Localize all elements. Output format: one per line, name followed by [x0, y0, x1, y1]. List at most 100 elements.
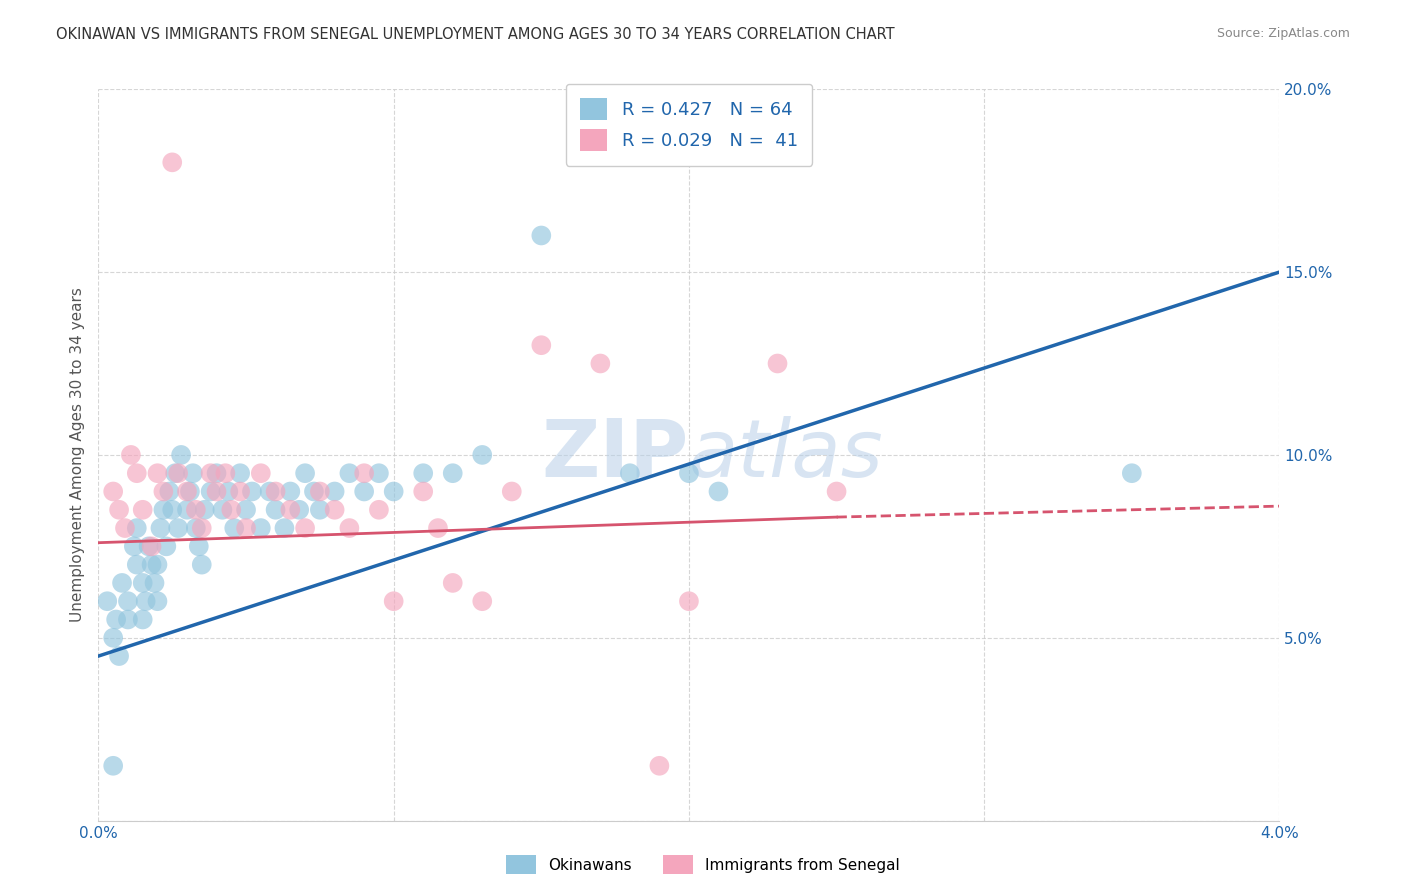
Point — [309, 484, 332, 499]
Point — [323, 503, 346, 517]
Point — [141, 558, 163, 572]
Text: OKINAWAN VS IMMIGRANTS FROM SENEGAL UNEMPLOYMENT AMONG AGES 30 TO 34 YEARS CORRE: OKINAWAN VS IMMIGRANTS FROM SENEGAL UNEM… — [56, 27, 894, 42]
Text: Source: ZipAtlas.com: Source: ZipAtlas.com — [1216, 27, 1350, 40]
Point — [229, 484, 252, 499]
Point — [141, 539, 163, 553]
Point — [162, 503, 183, 517]
Point — [152, 484, 174, 499]
Point — [288, 503, 311, 517]
Point — [353, 466, 375, 480]
Legend: Okinawans, Immigrants from Senegal: Okinawans, Immigrants from Senegal — [499, 849, 907, 880]
Point — [678, 466, 700, 480]
Point — [368, 466, 391, 480]
Point — [114, 521, 136, 535]
Point — [240, 484, 263, 499]
Point — [273, 521, 295, 535]
Point — [181, 466, 204, 480]
Point — [132, 613, 155, 627]
Point — [264, 484, 287, 499]
Point — [108, 503, 131, 517]
Point — [184, 521, 207, 535]
Point — [339, 521, 361, 535]
Point — [339, 466, 361, 480]
Point — [132, 576, 155, 591]
Point — [501, 484, 523, 499]
Point — [766, 356, 789, 371]
Point — [205, 466, 228, 480]
Point — [368, 503, 391, 517]
Point — [103, 631, 125, 645]
Point — [471, 594, 494, 608]
Point — [309, 503, 332, 517]
Point — [250, 466, 273, 480]
Point — [530, 228, 553, 243]
Point — [323, 484, 346, 499]
Point — [103, 758, 125, 772]
Point — [200, 466, 222, 480]
Point — [1121, 466, 1143, 480]
Point — [302, 484, 325, 499]
Point — [382, 484, 405, 499]
Point — [259, 484, 281, 499]
Point — [125, 521, 148, 535]
Point — [294, 466, 316, 480]
Point — [155, 539, 177, 553]
Point — [146, 558, 169, 572]
Point — [412, 484, 434, 499]
Point — [229, 466, 252, 480]
Point — [125, 466, 148, 480]
Point — [353, 484, 375, 499]
Point — [678, 594, 700, 608]
Point — [707, 484, 730, 499]
Point — [441, 576, 464, 591]
Point — [111, 576, 134, 591]
Point — [125, 558, 148, 572]
Point — [187, 539, 209, 553]
Point — [108, 649, 131, 664]
Point — [250, 521, 273, 535]
Point — [619, 466, 641, 480]
Point — [132, 503, 155, 517]
Text: ZIP: ZIP — [541, 416, 689, 494]
Point — [167, 466, 190, 480]
Point — [530, 338, 553, 352]
Text: atlas: atlas — [689, 416, 884, 494]
Point — [157, 484, 180, 499]
Point — [146, 466, 169, 480]
Point — [170, 448, 193, 462]
Point — [138, 539, 160, 553]
Point — [224, 521, 246, 535]
Point — [105, 613, 128, 627]
Point — [167, 521, 190, 535]
Point — [165, 466, 187, 480]
Point — [205, 484, 228, 499]
Point — [280, 484, 302, 499]
Point — [211, 503, 233, 517]
Point — [122, 539, 145, 553]
Point — [117, 613, 139, 627]
Point — [146, 594, 169, 608]
Point — [382, 594, 405, 608]
Y-axis label: Unemployment Among Ages 30 to 34 years: Unemployment Among Ages 30 to 34 years — [69, 287, 84, 623]
Point — [194, 503, 217, 517]
Point — [117, 594, 139, 608]
Point — [176, 484, 198, 499]
Point — [294, 521, 316, 535]
Point — [427, 521, 450, 535]
Point — [149, 521, 172, 535]
Point — [103, 484, 125, 499]
Point — [471, 448, 494, 462]
Point — [120, 448, 142, 462]
Point — [191, 521, 214, 535]
Point — [825, 484, 848, 499]
Point — [143, 576, 166, 591]
Point — [135, 594, 157, 608]
Point — [184, 503, 207, 517]
Point — [441, 466, 464, 480]
Point — [235, 503, 257, 517]
Point — [235, 521, 257, 535]
Point — [152, 503, 174, 517]
Point — [280, 503, 302, 517]
Point — [96, 594, 118, 608]
Point — [264, 503, 287, 517]
